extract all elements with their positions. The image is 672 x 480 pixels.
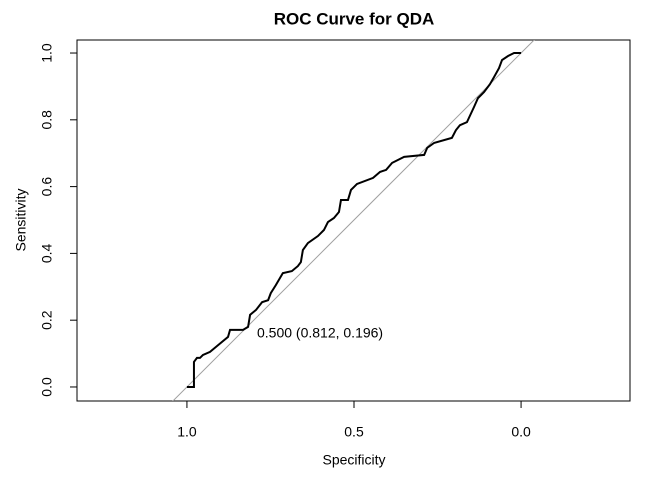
x-tick-label: 1.0 bbox=[177, 424, 197, 440]
y-tick-label: 1.0 bbox=[39, 43, 55, 63]
y-tick-label: 0.4 bbox=[39, 243, 55, 263]
roc-curve bbox=[186, 52, 522, 388]
y-axis-title: Sensitivity bbox=[13, 188, 29, 251]
y-tick-label: 0.6 bbox=[39, 177, 55, 197]
x-tick-label: 0.0 bbox=[511, 424, 531, 440]
x-tick-label: 0.5 bbox=[344, 424, 364, 440]
y-tick-label: 0.8 bbox=[39, 110, 55, 130]
y-tick-label: 0.0 bbox=[39, 377, 55, 397]
chart-title: ROC Curve for QDA bbox=[274, 9, 435, 28]
y-tick-label: 0.2 bbox=[39, 310, 55, 330]
x-axis-title: Specificity bbox=[322, 452, 385, 468]
reference-line bbox=[172, 40, 535, 401]
annotation: 0.500 (0.812, 0.196) bbox=[257, 325, 383, 341]
